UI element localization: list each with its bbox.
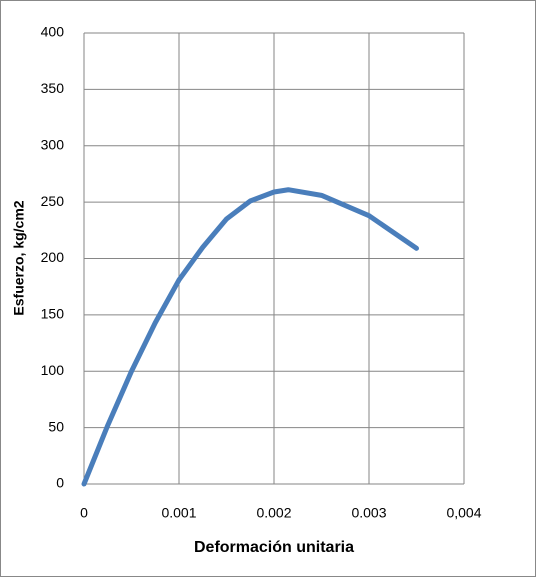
y-tick-label: 100 — [41, 362, 65, 378]
x-tick-label: 0.001 — [161, 505, 196, 521]
x-tick-label: 0.002 — [256, 505, 291, 521]
y-tick-label: 350 — [41, 80, 65, 96]
y-tick-label: 250 — [41, 193, 65, 209]
y-tick-label: 400 — [41, 24, 65, 40]
x-tick-label: 0 — [80, 505, 88, 521]
x-axis-label: Deformación unitaria — [194, 539, 354, 556]
data-line — [81, 187, 419, 487]
y-tick-label: 300 — [41, 136, 65, 152]
y-axis-label: Esfuerzo, kg/cm2 — [11, 200, 27, 315]
x-tick-label: 0.003 — [351, 505, 386, 521]
y-tick-label: 200 — [41, 249, 65, 265]
y-tick-label: 50 — [48, 418, 64, 434]
x-tick-label: 0,004 — [446, 505, 481, 521]
y-tick-label: 0 — [56, 475, 64, 491]
y-tick-label: 150 — [41, 306, 65, 322]
